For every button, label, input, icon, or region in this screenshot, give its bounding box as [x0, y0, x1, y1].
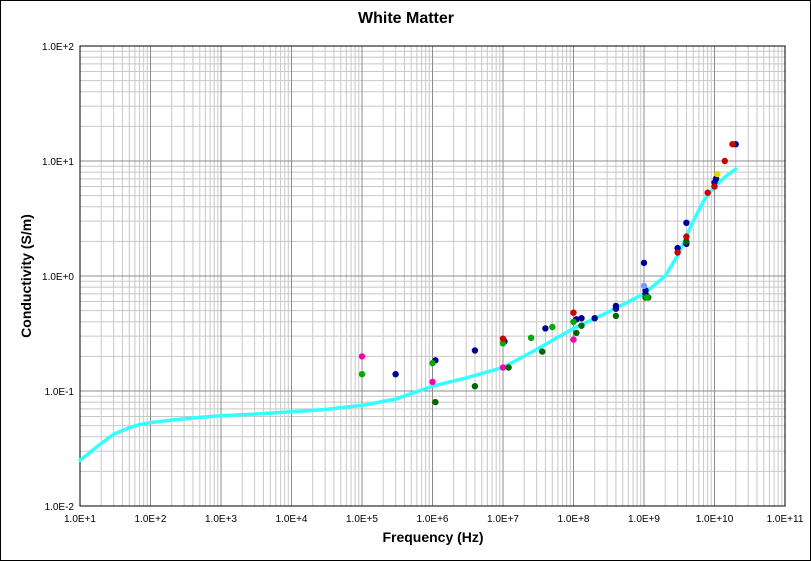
x-tick-label: 1.0E+6	[417, 514, 449, 525]
data-point	[429, 359, 436, 367]
data-points-layer	[358, 141, 739, 406]
x-tick-label: 1.0E+3	[205, 514, 237, 525]
data-point	[640, 282, 648, 290]
x-tick-label: 1.0E+4	[276, 514, 308, 525]
data-point	[578, 315, 585, 322]
data-point	[683, 238, 690, 245]
data-point	[570, 318, 577, 325]
data-point	[527, 334, 535, 341]
data-point	[499, 335, 507, 342]
data-point	[499, 364, 507, 371]
x-tick-label: 1.0E+10	[696, 514, 734, 525]
data-point	[570, 336, 577, 343]
data-point	[591, 315, 598, 322]
data-point	[570, 309, 577, 316]
data-point	[505, 364, 512, 371]
y-tick-labels: 1.0E-2 1.0E-1 1.0E+0 1.0E+1 1.0E+2	[42, 42, 74, 513]
data-point	[674, 244, 681, 252]
y-tick-label: 1.0E+2	[42, 42, 74, 53]
x-tick-label: 1.0E+9	[628, 514, 660, 525]
data-point	[429, 378, 436, 386]
data-point	[358, 371, 366, 378]
chart-title: White Matter	[358, 10, 454, 27]
data-point	[711, 183, 718, 190]
data-point	[549, 323, 556, 331]
data-point	[714, 170, 721, 178]
data-point	[499, 340, 507, 347]
x-tick-label: 1.0E+8	[558, 514, 590, 525]
data-point	[704, 189, 711, 196]
data-point	[358, 353, 366, 360]
plot-area	[79, 45, 786, 507]
data-point	[683, 219, 690, 226]
data-point	[683, 233, 690, 240]
data-point	[643, 294, 651, 301]
y-tick-label: 1.0E+0	[42, 272, 74, 283]
y-tick-label: 1.0E-2	[45, 502, 75, 513]
y-tick-label: 1.0E-1	[45, 387, 75, 398]
x-tick-label: 1.0E+2	[135, 514, 167, 525]
data-point	[432, 398, 439, 406]
data-point	[674, 249, 681, 256]
data-point	[542, 325, 549, 332]
data-point	[471, 347, 479, 354]
data-point	[471, 383, 479, 390]
data-point	[392, 371, 399, 378]
data-point	[640, 259, 648, 267]
y-axis-label: Conductivity (S/m)	[18, 214, 34, 338]
x-tick-label: 1.0E+7	[487, 514, 519, 525]
x-tick-label: 1.0E+11	[767, 514, 804, 525]
data-point	[539, 348, 546, 355]
data-point	[612, 312, 620, 320]
data-point	[721, 157, 728, 165]
data-point	[573, 329, 580, 337]
x-tick-label: 1.0E+1	[64, 514, 96, 525]
data-point	[729, 141, 736, 148]
x-axis-label: Frequency (Hz)	[382, 529, 483, 545]
data-point	[578, 322, 585, 329]
x-tick-label: 1.0E+5	[346, 514, 378, 525]
data-point	[612, 305, 620, 312]
x-tick-labels: 1.0E+1 1.0E+2 1.0E+3 1.0E+4 1.0E+5 1.0E+6 1.0E…	[64, 514, 804, 525]
y-tick-label: 1.0E+1	[42, 157, 74, 168]
